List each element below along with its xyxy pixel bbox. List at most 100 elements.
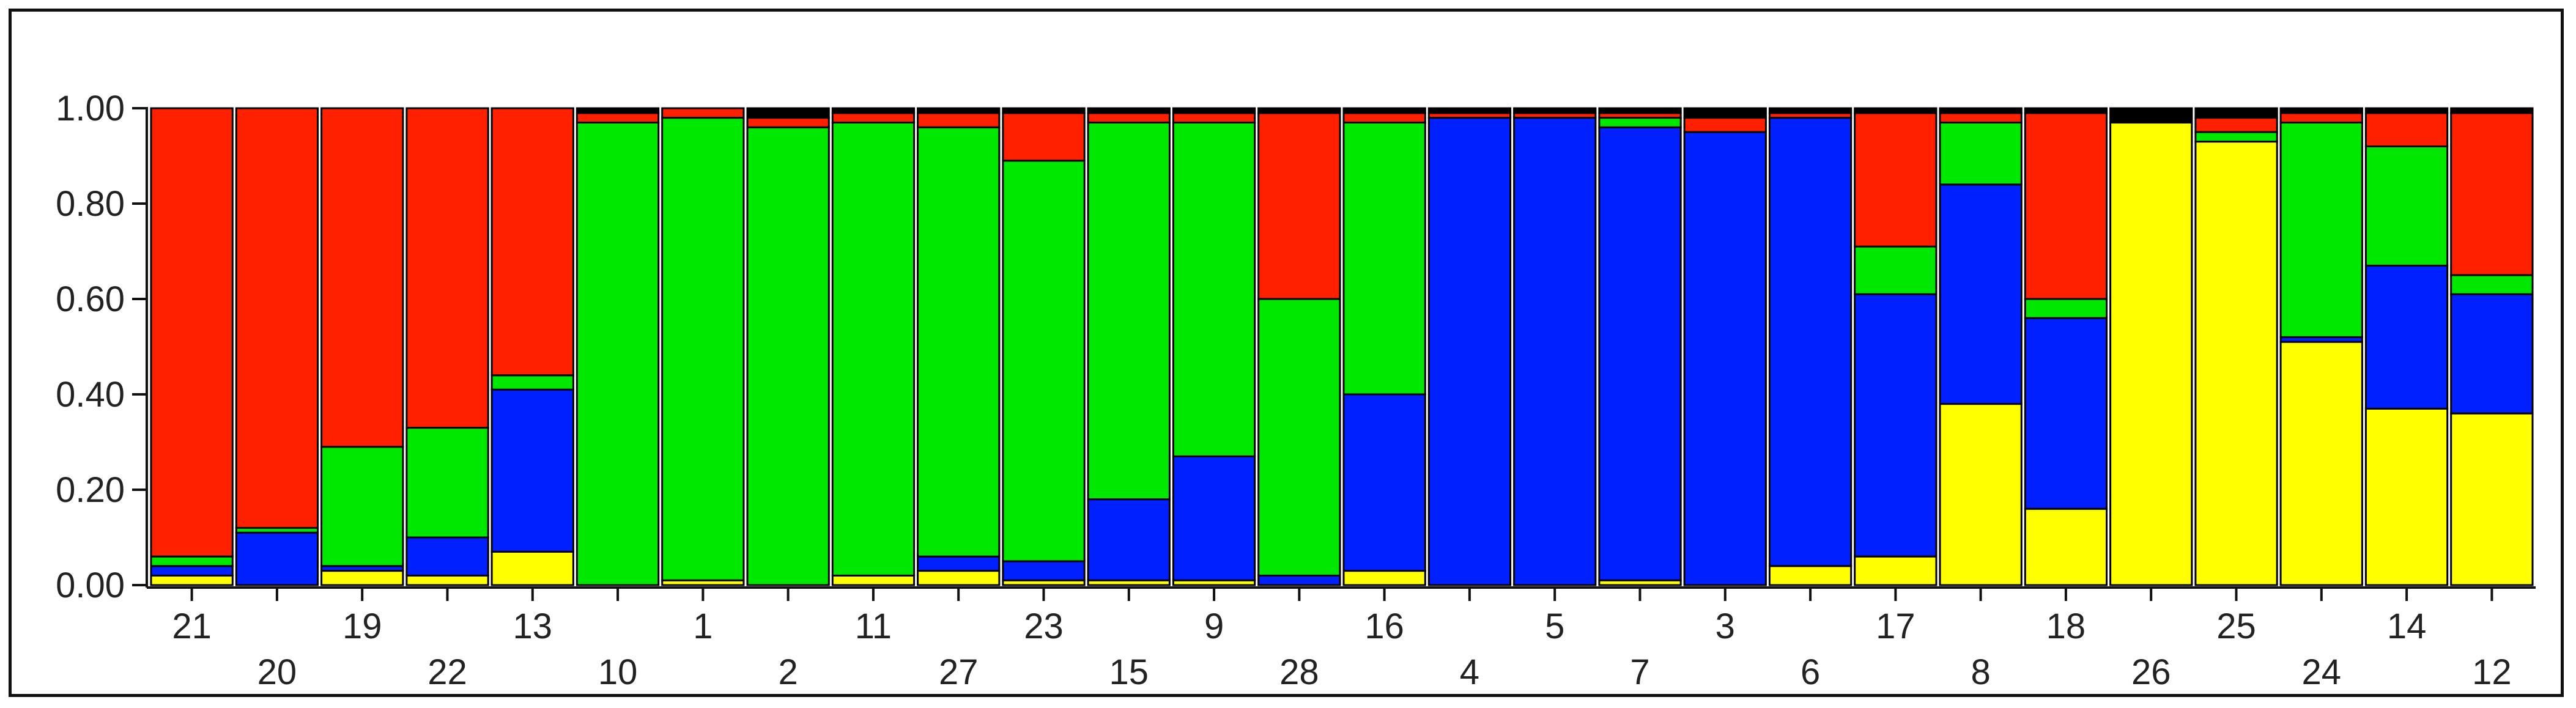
bar-segment-15-s2 — [1087, 121, 1171, 501]
y-tick-label: 0.40 — [56, 375, 125, 415]
bar-segment-12-s3 — [2450, 112, 2534, 276]
x-tick-label-10: 10 — [598, 652, 638, 692]
bar-segment-25-s3 — [2194, 117, 2278, 133]
bar-segment-26-s4 — [2109, 107, 2193, 124]
x-tick-label-15: 15 — [1109, 652, 1149, 692]
bar-segment-16-s0 — [1342, 570, 1426, 586]
x-tick-label-17: 17 — [1876, 607, 1915, 646]
bar-segment-28-s3 — [1257, 112, 1341, 300]
bar-segment-3-s3 — [1683, 117, 1767, 133]
bar-segment-10-s2 — [576, 121, 660, 586]
bar-segment-5-s1 — [1513, 117, 1597, 586]
bar-segment-23-s1 — [1002, 560, 1086, 581]
bar-segment-24-s0 — [2279, 341, 2363, 586]
y-tick-label: 0.60 — [56, 279, 125, 319]
bar-segment-1-s2 — [661, 117, 745, 581]
x-tick-label-21: 21 — [172, 607, 212, 646]
bar-segment-17-s3 — [1854, 112, 1938, 248]
bar-segment-17-s4 — [1854, 107, 1938, 114]
bar-segment-9-s4 — [1172, 107, 1256, 114]
bar-segment-18-s2 — [2024, 298, 2108, 319]
bar-segment-6-s1 — [1768, 117, 1852, 567]
bar-segment-23-s2 — [1002, 160, 1086, 562]
bar-segment-2-s4 — [746, 107, 830, 119]
bar-segment-18-s4 — [2024, 107, 2108, 114]
bar-segment-24-s2 — [2279, 121, 2363, 338]
x-ticks: 2120192213101211272315928164573617818262… — [172, 588, 2512, 692]
bar-segment-1-s3 — [661, 107, 745, 119]
axes — [146, 107, 2536, 589]
structure-bar-chart: 0.000.200.400.600.801.00 212019221310121… — [56, 89, 2536, 692]
bar-segment-14-s0 — [2364, 407, 2449, 586]
bar-segment-12-s4 — [2450, 107, 2534, 114]
x-tick-label-8: 8 — [1971, 652, 1990, 692]
bar-segment-8-s3 — [1939, 112, 2023, 124]
y-ticks: 0.00 0.20 0.40 0.60 0.80 1.00 — [56, 89, 147, 605]
bar-segment-14-s3 — [2364, 112, 2449, 147]
x-tick-label-6: 6 — [1801, 652, 1820, 692]
bar-segment-4-s1 — [1427, 117, 1512, 586]
bar-segment-7-s4 — [1598, 107, 1682, 114]
bar-group — [150, 107, 2534, 586]
bar-segment-16-s4 — [1342, 107, 1426, 114]
x-tick-label-13: 13 — [513, 607, 553, 646]
bar-segment-16-s2 — [1342, 121, 1426, 396]
bar-segment-22-s3 — [405, 107, 489, 429]
x-tick-label-1: 1 — [693, 607, 712, 646]
bar-segment-14-s2 — [2364, 145, 2449, 267]
x-tick-label-27: 27 — [939, 652, 979, 692]
x-tick-label-20: 20 — [257, 652, 297, 692]
bar-segment-23-s4 — [1002, 107, 1086, 114]
bar-segment-12-s1 — [2450, 293, 2534, 415]
bar-segment-12-s0 — [2450, 412, 2534, 586]
bar-segment-23-s3 — [1002, 112, 1086, 162]
bar-segment-7-s2 — [1598, 117, 1682, 128]
x-tick-label-3: 3 — [1715, 607, 1735, 646]
bar-segment-7-s1 — [1598, 126, 1682, 581]
bar-segment-21-s0 — [150, 574, 234, 586]
bar-segment-14-s1 — [2364, 264, 2449, 410]
x-tick-label-25: 25 — [2216, 607, 2256, 646]
x-tick-label-16: 16 — [1364, 607, 1404, 646]
x-tick-label-4: 4 — [1460, 652, 1479, 692]
bar-segment-11-s2 — [831, 121, 916, 577]
bar-segment-12-s2 — [2450, 274, 2534, 295]
bar-segment-24-s3 — [2279, 112, 2363, 124]
bar-segment-28-s4 — [1257, 107, 1341, 114]
bar-segment-2-s2 — [746, 126, 830, 586]
bar-segment-13-s2 — [490, 374, 574, 391]
bar-segment-17-s2 — [1854, 245, 1938, 295]
x-tick-label-14: 14 — [2387, 607, 2427, 646]
bar-segment-25-s4 — [2194, 107, 2278, 119]
bar-segment-17-s0 — [1854, 555, 1938, 586]
bar-segment-8-s2 — [1939, 121, 2023, 186]
bar-segment-18-s1 — [2024, 317, 2108, 510]
bar-segment-8-s1 — [1939, 183, 2023, 405]
bar-segment-13-s1 — [490, 388, 574, 553]
bar-segment-19-s0 — [320, 570, 404, 586]
bar-segment-15-s3 — [1087, 112, 1171, 124]
chart-frame: 0.00 0.20 0.40 0.60 0.80 1.00 21 20 19 22 13 10 1 2 1… — [9, 9, 2564, 697]
bar-segment-14-s4 — [2364, 107, 2449, 114]
bar-segment-10-s3 — [576, 112, 660, 124]
x-tick-label-26: 26 — [2131, 652, 2171, 692]
y-tick-label: 1.00 — [56, 89, 125, 128]
x-tick-label-12: 12 — [2472, 652, 2512, 692]
bar-segment-27-s1 — [917, 555, 1001, 572]
bar-segment-17-s1 — [1854, 293, 1938, 558]
bar-segment-21-s3 — [150, 107, 234, 558]
x-tick-label-9: 9 — [1204, 607, 1224, 646]
bar-segment-27-s3 — [917, 112, 1001, 128]
bar-segment-2-s3 — [746, 117, 830, 128]
bar-segment-8-s4 — [1939, 107, 2023, 114]
x-tick-label-2: 2 — [778, 652, 798, 692]
bar-segment-27-s4 — [917, 107, 1001, 114]
bar-segment-13-s0 — [490, 550, 574, 586]
bar-segment-22-s0 — [405, 574, 489, 586]
bar-segment-3-s1 — [1683, 131, 1767, 586]
bar-segment-27-s2 — [917, 126, 1001, 558]
bar-segment-4-s4 — [1427, 107, 1512, 114]
bar-segment-19-s2 — [320, 446, 404, 567]
bar-segment-10-s4 — [576, 107, 660, 114]
bar-segment-15-s4 — [1087, 107, 1171, 114]
